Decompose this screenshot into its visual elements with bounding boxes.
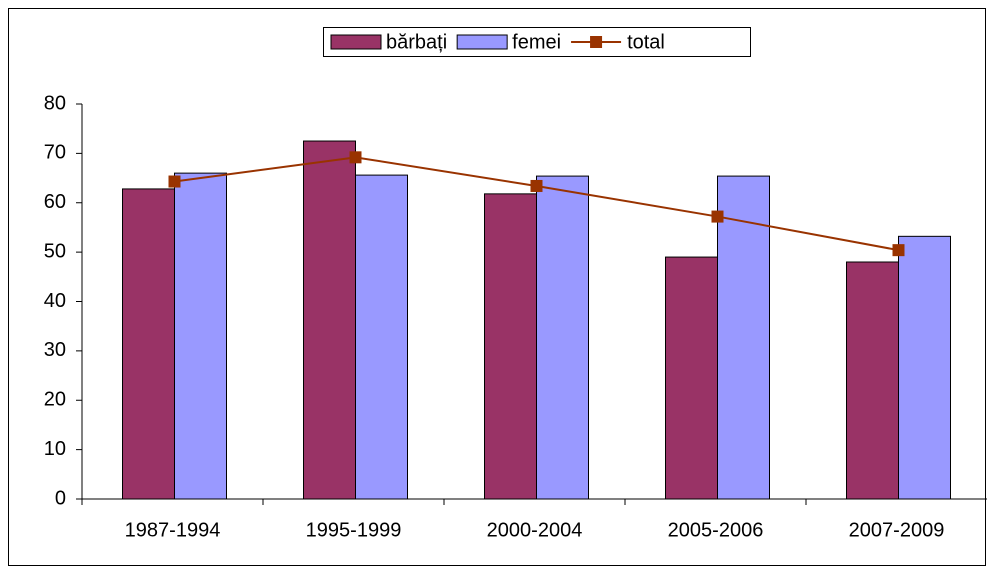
bar xyxy=(846,261,899,500)
marker xyxy=(892,244,905,257)
x-tick-label: 2000-2004 xyxy=(487,519,583,541)
bar xyxy=(174,172,227,500)
y-tick-label: 0 xyxy=(55,487,66,509)
y-tick-label: 10 xyxy=(44,438,66,460)
legend-swatch xyxy=(330,34,382,50)
bar xyxy=(665,256,718,500)
legend-marker xyxy=(590,36,603,48)
y-tick-label: 20 xyxy=(44,389,66,411)
bar xyxy=(536,175,589,500)
legend-label: total xyxy=(627,31,665,53)
bar xyxy=(898,235,951,500)
bar xyxy=(355,174,408,500)
legend-label: femei xyxy=(512,31,561,53)
legend-swatch xyxy=(456,34,508,50)
x-tick-label: 2005-2006 xyxy=(668,519,764,541)
bar xyxy=(122,188,175,500)
legend-box xyxy=(323,27,751,57)
x-tick-label: 1995-1999 xyxy=(306,519,402,541)
y-tick-label: 50 xyxy=(44,240,66,262)
marker xyxy=(168,175,181,188)
bar xyxy=(717,175,770,500)
y-tick-label: 40 xyxy=(44,290,66,312)
marker xyxy=(530,179,543,192)
marker xyxy=(349,151,362,164)
bar xyxy=(484,193,537,500)
marker xyxy=(711,210,724,223)
x-tick-label: 2007-2009 xyxy=(849,519,945,541)
y-tick-label: 70 xyxy=(44,142,66,164)
x-tick-label: 1987-1994 xyxy=(125,519,221,541)
legend-label: bărbați xyxy=(386,31,447,53)
bar xyxy=(303,140,356,500)
y-tick-label: 60 xyxy=(44,191,66,213)
y-tick-label: 80 xyxy=(44,92,66,114)
y-tick-label: 30 xyxy=(44,339,66,361)
